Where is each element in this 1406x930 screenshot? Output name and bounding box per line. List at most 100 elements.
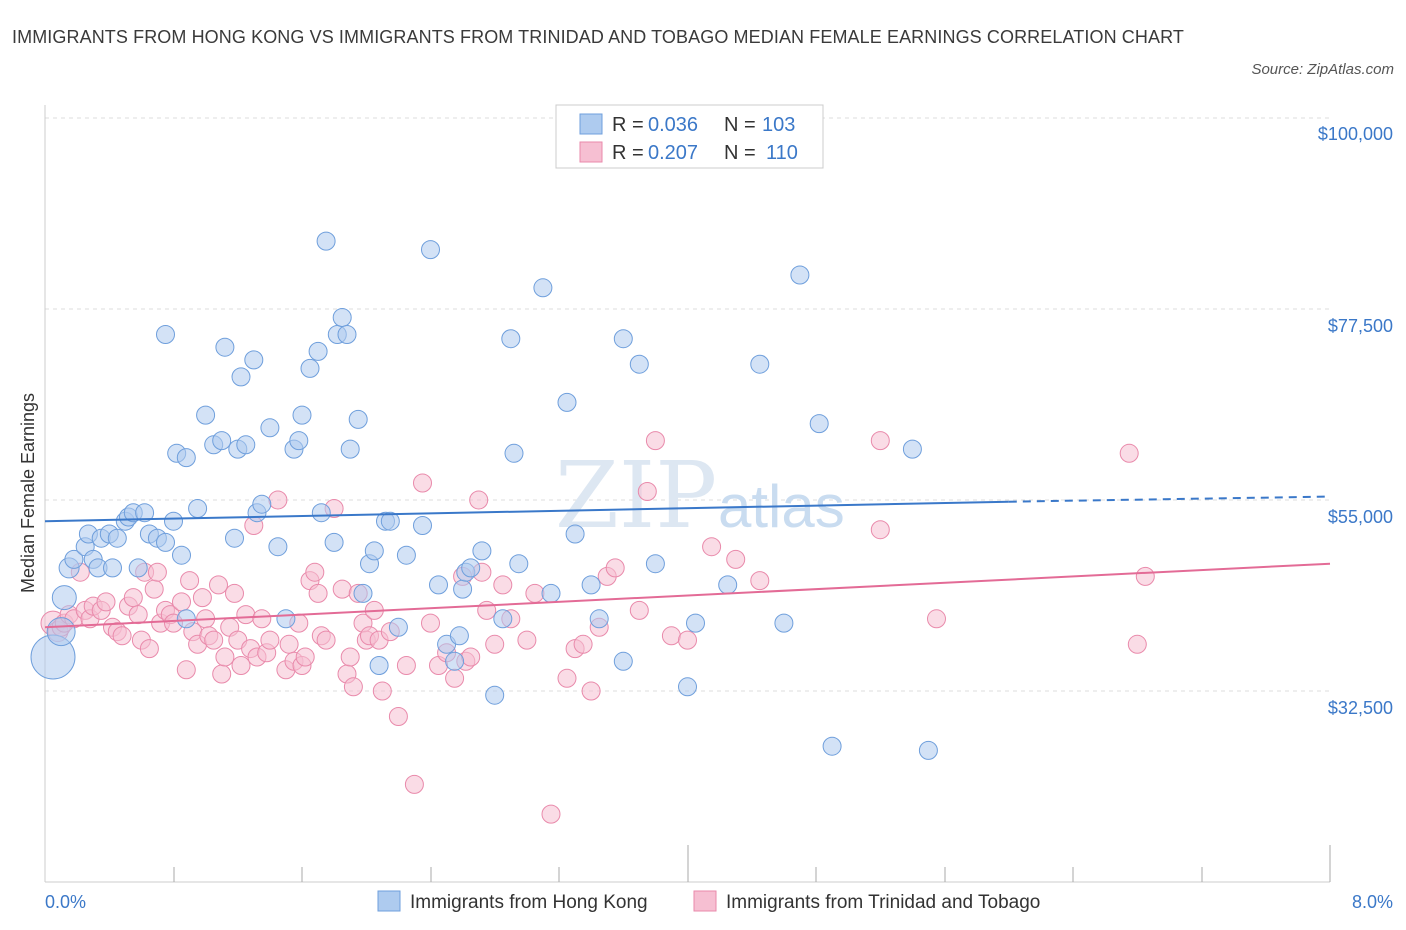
scatter-point-hong-kong [613,329,633,349]
scatter-point-trinidad [343,677,363,697]
scatter-point-hong-kong [501,329,521,349]
scatter-point-hong-kong [252,494,272,514]
trend-line-trinidad [44,562,1331,629]
scatter-point-hong-kong [196,405,216,425]
scatter-point-trinidad [1135,566,1155,586]
scatter-point-hong-kong [215,337,235,357]
scatter-point-hong-kong [541,583,561,603]
scatter-point-trinidad [702,537,722,557]
scatter-point-trinidad [252,609,272,629]
scatter-point-hong-kong [581,575,601,595]
x-tick-label-min: 0.0% [45,892,86,912]
scatter-point-trinidad [637,482,657,501]
scatter-point-hong-kong [348,409,368,429]
scatter-point-trinidad [128,605,148,625]
scatter-point-hong-kong [107,528,127,548]
scatter-point-trinidad [305,562,325,582]
scatter-point-hong-kong [645,554,665,574]
legend-swatch-hong-kong [579,113,603,135]
scatter-point-hong-kong [533,278,553,298]
scatter-point-trinidad [192,588,212,608]
scatter-point-trinidad [112,626,132,646]
scatter-point-trinidad [573,634,593,654]
scatter-point-hong-kong [413,516,432,535]
scatter-point-trinidad [750,571,770,591]
scatter-point-hong-kong [172,545,191,565]
scatter-point-trinidad [445,668,465,688]
legend-box: R = 0.036 N = 103 R = 0.207 N = 110 [555,104,824,169]
scatter-point-trinidad [236,605,256,625]
scatter-point-hong-kong [128,558,148,578]
scatter-point-trinidad [204,630,224,650]
scatter-point-hong-kong [332,308,352,327]
bottom-legend-swatch-hong-kong [377,890,401,912]
scatter-point-hong-kong [686,613,705,633]
scatter-point-trinidad [726,549,746,569]
scatter-point-hong-kong [308,341,328,361]
scatter-point-trinidad [279,634,299,654]
legend-r-label: R = [612,142,644,164]
scatter-point-hong-kong [504,443,524,463]
scatter-point-hong-kong [421,240,440,260]
legend-n-label: N = [724,142,756,164]
scatter-point-hong-kong [557,392,577,412]
scatter-point-hong-kong [902,439,922,459]
scatter-point-hong-kong [678,677,697,697]
legend-r-value-hong-kong: 0.036 [648,114,698,136]
legend-swatch-trinidad [579,141,603,163]
gridlines [45,117,1330,692]
scatter-point-hong-kong [276,609,296,629]
x-tick-label-max: 8.0% [1352,892,1393,912]
scatter-point-hong-kong [493,609,513,629]
scatter-point-trinidad [172,592,191,612]
scatter-point-hong-kong [324,532,344,552]
scatter-point-trinidad [477,600,497,620]
legend-r-value-trinidad: 0.207 [648,142,698,164]
scatter-point-hong-kong [453,579,473,599]
scatter-point-hong-kong [485,685,505,705]
scatter-point-hong-kong [176,448,196,468]
scatter-point-hong-kong [164,511,183,531]
scatter-point-trinidad [557,668,577,688]
scatter-point-hong-kong [472,541,492,561]
legend-n-label: N = [724,114,756,136]
scatter-point-trinidad [645,431,665,451]
scatter-point-hong-kong [380,511,400,531]
scatter-point-hong-kong [589,609,609,629]
scatter-point-hong-kong [613,651,633,671]
scatter-point-hong-kong [353,583,373,603]
scatter-point-hong-kong [364,541,384,561]
scatter-point-trinidad [581,681,601,701]
source-label: Source: ZipAtlas.com [1251,61,1394,78]
scatter-point-hong-kong [135,503,155,523]
legend-n-value-hong-kong: 103 [762,114,795,136]
scatter-point-hong-kong [212,431,232,451]
scatter-point-hong-kong [718,575,738,595]
scatter-point-hong-kong [64,549,84,569]
scatter-point-hong-kong [176,609,196,629]
scatter-point-trinidad [1127,634,1147,654]
scatter-point-hong-kong [292,405,312,425]
scatter-point-trinidad [927,609,946,629]
scatter-point-trinidad [541,804,561,824]
scatter-point-trinidad [605,558,625,578]
scatter-point-trinidad [212,664,232,684]
legend-n-value-trinidad: 110 [766,142,798,164]
scatter-point-trinidad [388,707,408,726]
scatter-point-hong-kong [46,617,76,647]
scatter-point-trinidad [209,575,228,595]
scatter-point-hong-kong [774,613,794,633]
scatter-point-trinidad [340,647,360,667]
scatter-point-hong-kong [629,354,649,374]
scatter-point-trinidad [225,583,244,603]
scatter-point-hong-kong [236,435,256,455]
bottom-legend-label-trinidad: Immigrants from Trinidad and Tobago [726,892,1040,913]
trend-line-hong-kong [44,500,1009,523]
scatter-point-hong-kong [260,418,280,438]
scatter-point-hong-kong [369,656,389,675]
scatter-point-trinidad [147,562,167,582]
scatter-point-hong-kong [103,558,122,578]
scatter-point-hong-kong [300,358,320,378]
scatter-point-trinidad [461,647,481,667]
x-tick-marks [173,845,1331,882]
